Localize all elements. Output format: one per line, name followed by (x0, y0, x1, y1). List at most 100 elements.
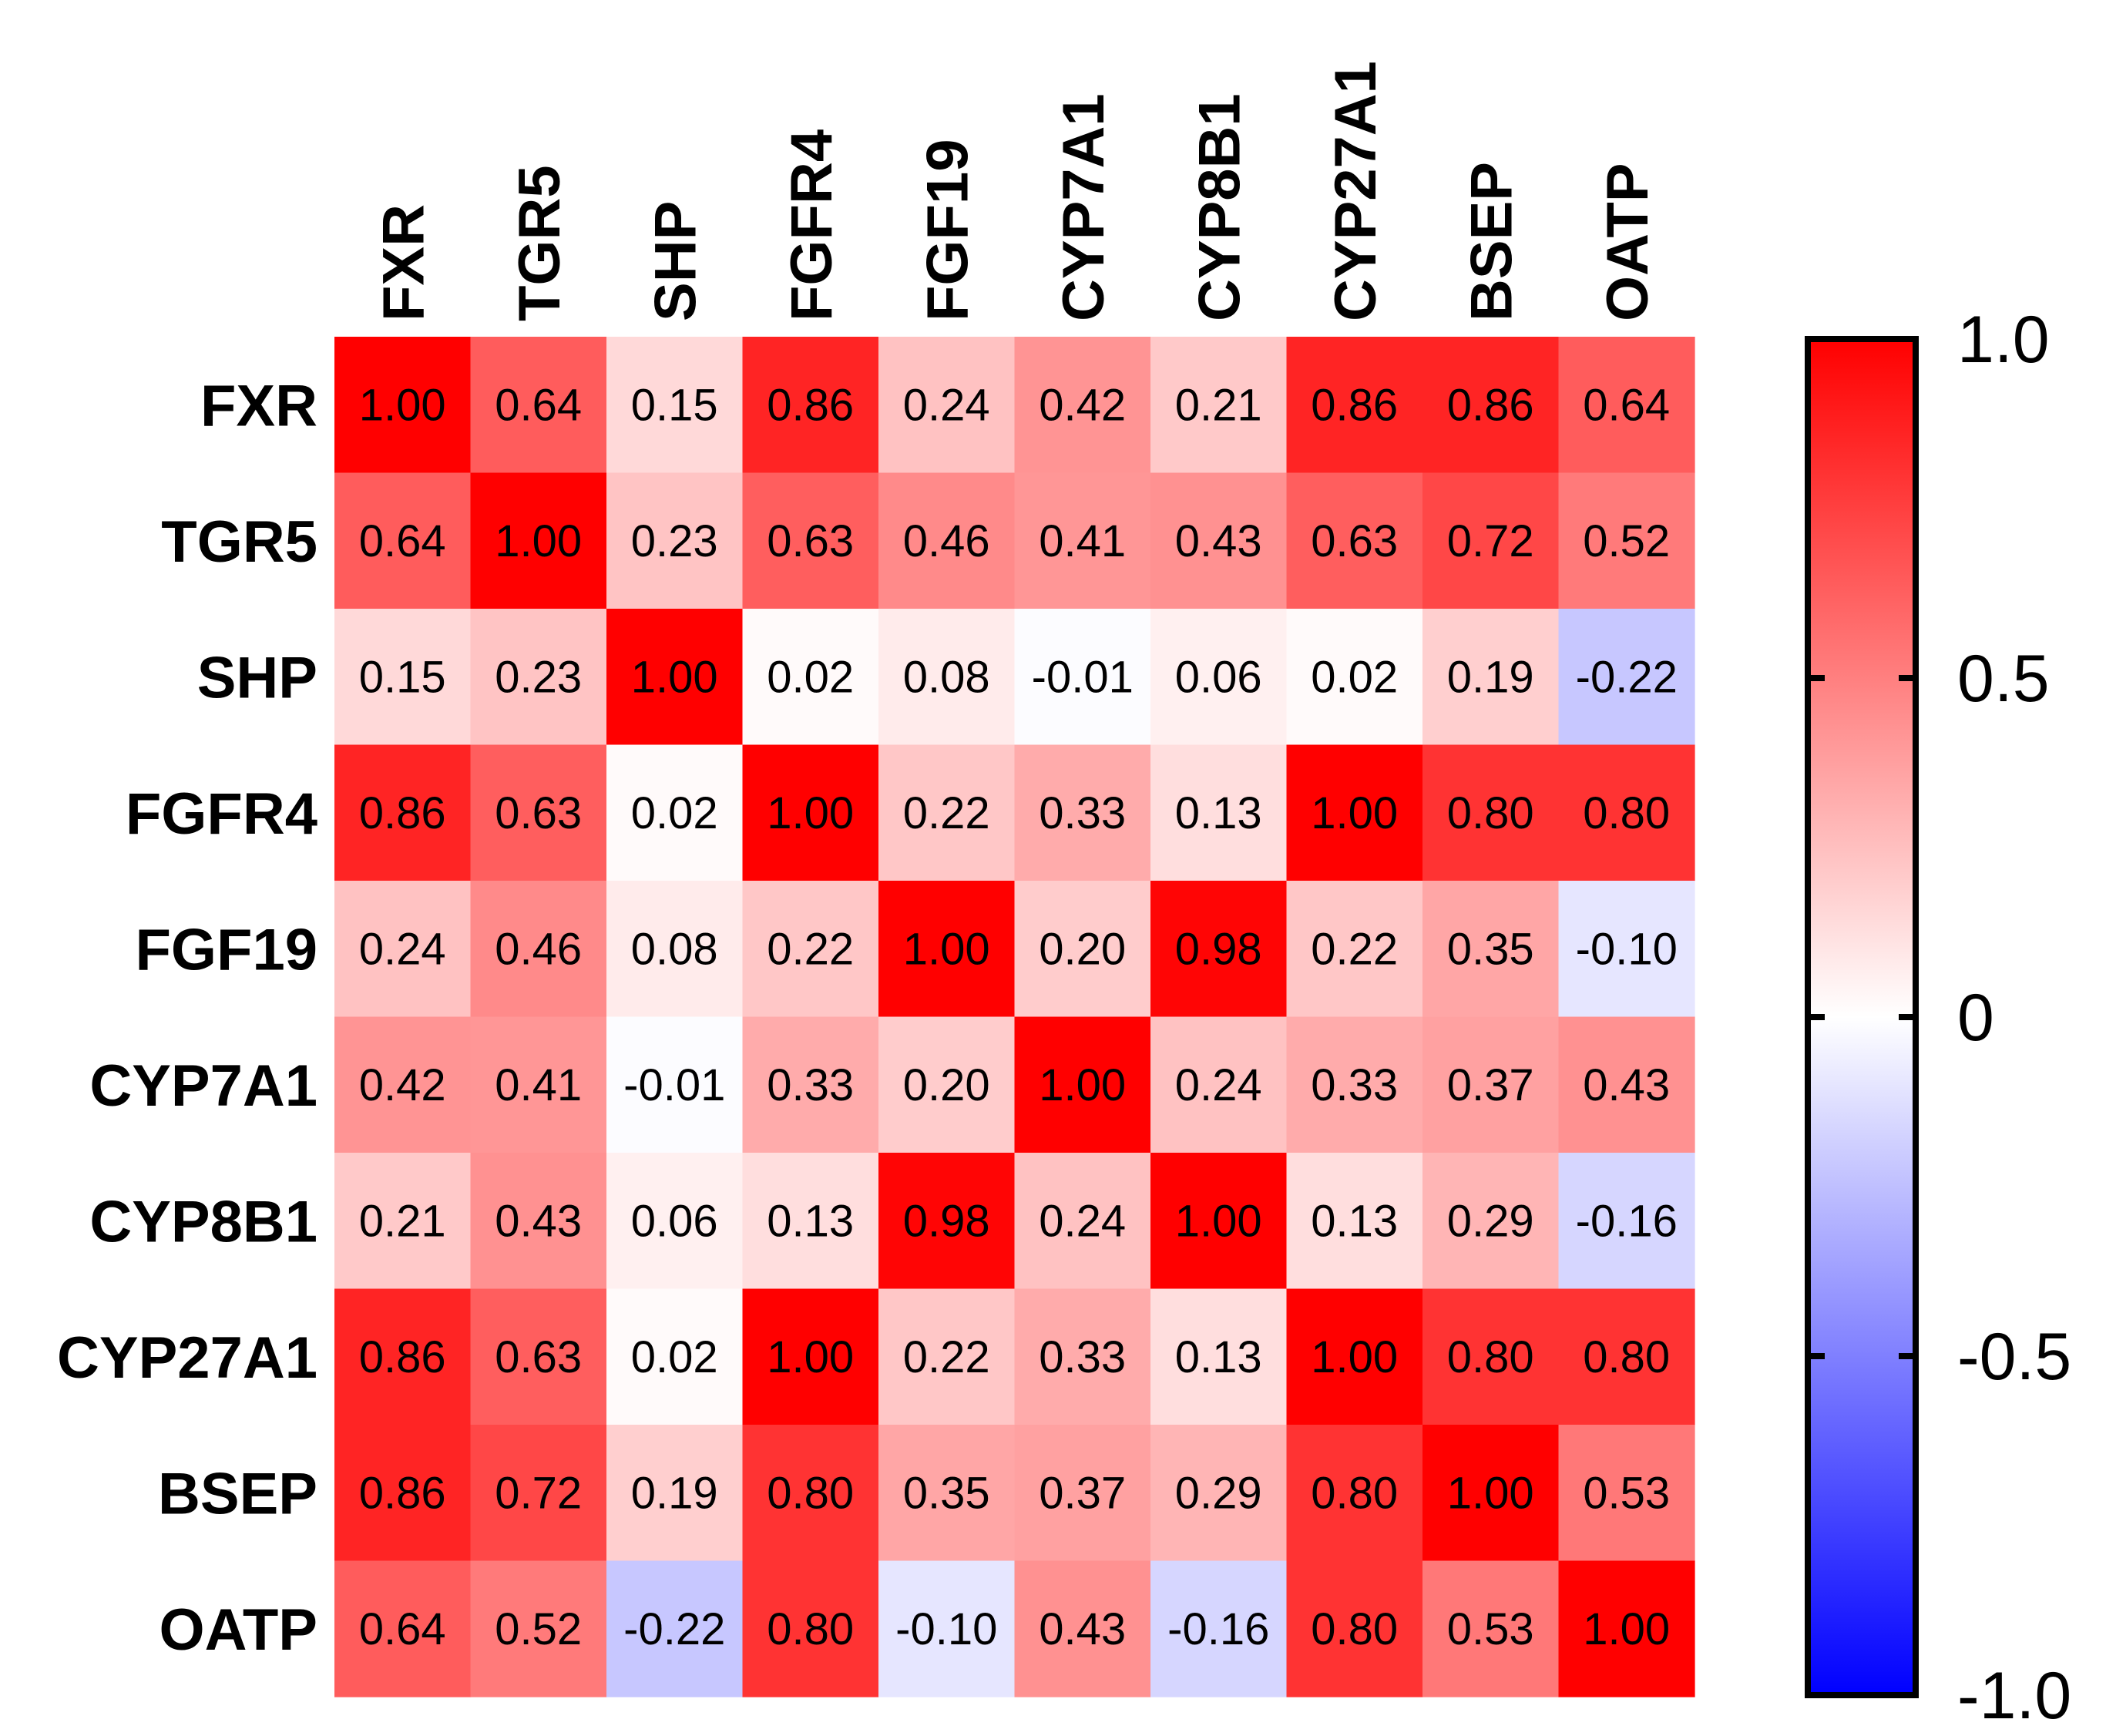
heatmap-cell-cyp8b1-tgr5 (470, 1153, 607, 1290)
cell-value-label: 0.21 (1175, 380, 1262, 430)
cell-value-label: 0.13 (1175, 788, 1262, 838)
cell-value-label: 0.63 (767, 516, 854, 566)
heatmap-cell-fxr-fgf19 (878, 337, 1016, 474)
heatmap-cell-oatp-fxr (334, 1560, 472, 1697)
heatmap-cell-cyp8b1-cyp8b1 (1150, 1153, 1288, 1290)
heatmap-cell-oatp-bsep (1422, 1560, 1560, 1697)
heatmap-cell-bsep-fgf19 (878, 1425, 1016, 1562)
cell-value-label: 1.00 (359, 380, 446, 430)
cell-value-label: 0.35 (1447, 924, 1534, 974)
column-label-fxr: FXR (371, 204, 436, 321)
cell-value-label: 0.46 (903, 516, 990, 566)
column-labels: FXR TGR5 SHP FGFR4 FGF19 CYP7A1 CYP8B1 CYP27A1 B… (371, 61, 1661, 321)
cell-value-label: 0.64 (359, 1604, 446, 1654)
heatmap-cell-fgf19-oatp (1558, 881, 1695, 1018)
heatmap-cell-fgfr4-cyp27a1 (1286, 744, 1423, 881)
heatmap-cell-fgfr4-fxr (334, 744, 472, 881)
cell-value-label: 1.00 (767, 1332, 854, 1382)
heatmap-cell-fgf19-fgf19 (878, 881, 1016, 1018)
cell-value-label: 0.43 (495, 1196, 582, 1246)
cell-value-label: 0.06 (1175, 652, 1262, 702)
heatmap-cell-tgr5-fxr (334, 472, 472, 609)
heatmap-cell-bsep-tgr5 (470, 1425, 607, 1562)
colorbar-tick-label: 1.0 (1957, 303, 2050, 377)
heatmap-cell-cyp8b1-oatp (1558, 1153, 1695, 1290)
heatmap-cell-cyp8b1-fxr (334, 1153, 472, 1290)
heatmap-cell-cyp8b1-shp (606, 1153, 744, 1290)
heatmap-cell-tgr5-tgr5 (470, 472, 607, 609)
heatmap-cell-cyp27a1-tgr5 (470, 1288, 607, 1425)
cell-value-label: 0.63 (1311, 516, 1398, 566)
cell-value-label: 0.24 (903, 380, 990, 430)
cell-value-label: 0.37 (1039, 1468, 1126, 1518)
cell-value-label: 1.00 (767, 788, 854, 838)
heatmap-cell-cyp27a1-cyp27a1 (1286, 1288, 1423, 1425)
cell-value-label: 0.22 (903, 1332, 990, 1382)
column-label-tgr5: TGR5 (507, 165, 573, 321)
heatmap-cell-cyp27a1-fxr (334, 1288, 472, 1425)
cell-value-label: 0.02 (631, 1332, 718, 1382)
cell-value-label: 0.52 (495, 1604, 582, 1654)
heatmap-cell-fgf19-cyp27a1 (1286, 881, 1423, 1018)
heatmap-cell-oatp-fgfr4 (742, 1560, 879, 1697)
heatmap-cell-cyp7a1-fxr (334, 1016, 472, 1153)
heatmap-cell-cyp7a1-oatp (1558, 1016, 1695, 1153)
cell-value-label: -0.10 (1576, 924, 1678, 974)
cell-value-label: 0.08 (631, 924, 718, 974)
heatmap-cell-oatp-shp (606, 1560, 744, 1697)
heatmap-cell-bsep-fxr (334, 1425, 472, 1562)
column-label-bsep: BSEP (1459, 162, 1524, 321)
cell-value-label: 1.00 (1447, 1468, 1534, 1518)
cell-value-label: 0.15 (631, 380, 718, 430)
cell-value-label: 0.43 (1175, 516, 1262, 566)
heatmap-cell-tgr5-fgf19 (878, 472, 1016, 609)
cell-value-label: 0.43 (1583, 1060, 1670, 1110)
cell-value-label: 0.35 (903, 1468, 990, 1518)
cell-value-label: 0.86 (1447, 380, 1534, 430)
cell-value-label: 0.86 (359, 1468, 446, 1518)
cell-value-label: 0.13 (1175, 1332, 1262, 1382)
cell-value-label: 0.86 (1311, 380, 1398, 430)
cell-value-label: -0.16 (1167, 1604, 1269, 1654)
heatmap-cell-cyp7a1-cyp27a1 (1286, 1016, 1423, 1153)
heatmap-cell-fgf19-tgr5 (470, 881, 607, 1018)
row-labels: FXR TGR5 SHP FGFR4 FGF19 CYP7A1 CYP8B1 CYP27A1 B… (57, 373, 317, 1663)
heatmap-cell-shp-fgf19 (878, 609, 1016, 746)
heatmap-cell-cyp7a1-cyp7a1 (1014, 1016, 1151, 1153)
cell-value-label: 0.37 (1447, 1060, 1534, 1110)
heatmap-cell-bsep-cyp27a1 (1286, 1425, 1423, 1562)
cell-value-label: 0.63 (495, 788, 582, 838)
row-label-fgf19: FGF19 (136, 917, 318, 982)
heatmap-cell-bsep-cyp7a1 (1014, 1425, 1151, 1562)
cell-value-label: 0.64 (359, 516, 446, 566)
column-label-shp: SHP (643, 201, 708, 321)
cell-value-label: -0.22 (623, 1604, 725, 1654)
colorbar-tick-label: -1.0 (1957, 1659, 2071, 1733)
row-label-fxr: FXR (200, 373, 317, 438)
heatmap-cell-fgfr4-bsep (1422, 744, 1560, 881)
cell-value-label: 0.08 (903, 652, 990, 702)
heatmap-cell-fxr-oatp (1558, 337, 1695, 474)
heatmap-cell-bsep-shp (606, 1425, 744, 1562)
heatmap-cell-fxr-shp (606, 337, 744, 474)
heatmap-cell-cyp27a1-fgf19 (878, 1288, 1016, 1425)
cell-value-label: 0.86 (767, 380, 854, 430)
cell-value-label: 0.29 (1175, 1468, 1262, 1518)
heatmap-cell-tgr5-cyp8b1 (1150, 472, 1288, 609)
cell-value-label: 1.00 (1039, 1060, 1126, 1110)
cell-value-label: 0.53 (1583, 1468, 1670, 1518)
column-label-cyp7a1: CYP7A1 (1051, 93, 1117, 321)
cell-value-label: 0.22 (767, 924, 854, 974)
heatmap-cell-fgf19-bsep (1422, 881, 1560, 1018)
heatmap-cell-cyp7a1-bsep (1422, 1016, 1560, 1153)
cell-value-label: 0.02 (1311, 652, 1398, 702)
cell-value-label: -0.16 (1576, 1196, 1678, 1246)
cell-value-label: 0.33 (1039, 1332, 1126, 1382)
heatmap-cell-fgf19-shp (606, 881, 744, 1018)
heatmap-cell-shp-fxr (334, 609, 472, 746)
cell-value-label: 0.19 (631, 1468, 718, 1518)
cell-value-label: 0.64 (495, 380, 582, 430)
heatmap-cell-fxr-cyp8b1 (1150, 337, 1288, 474)
colorbar-tick-label: 0.5 (1957, 642, 2050, 716)
